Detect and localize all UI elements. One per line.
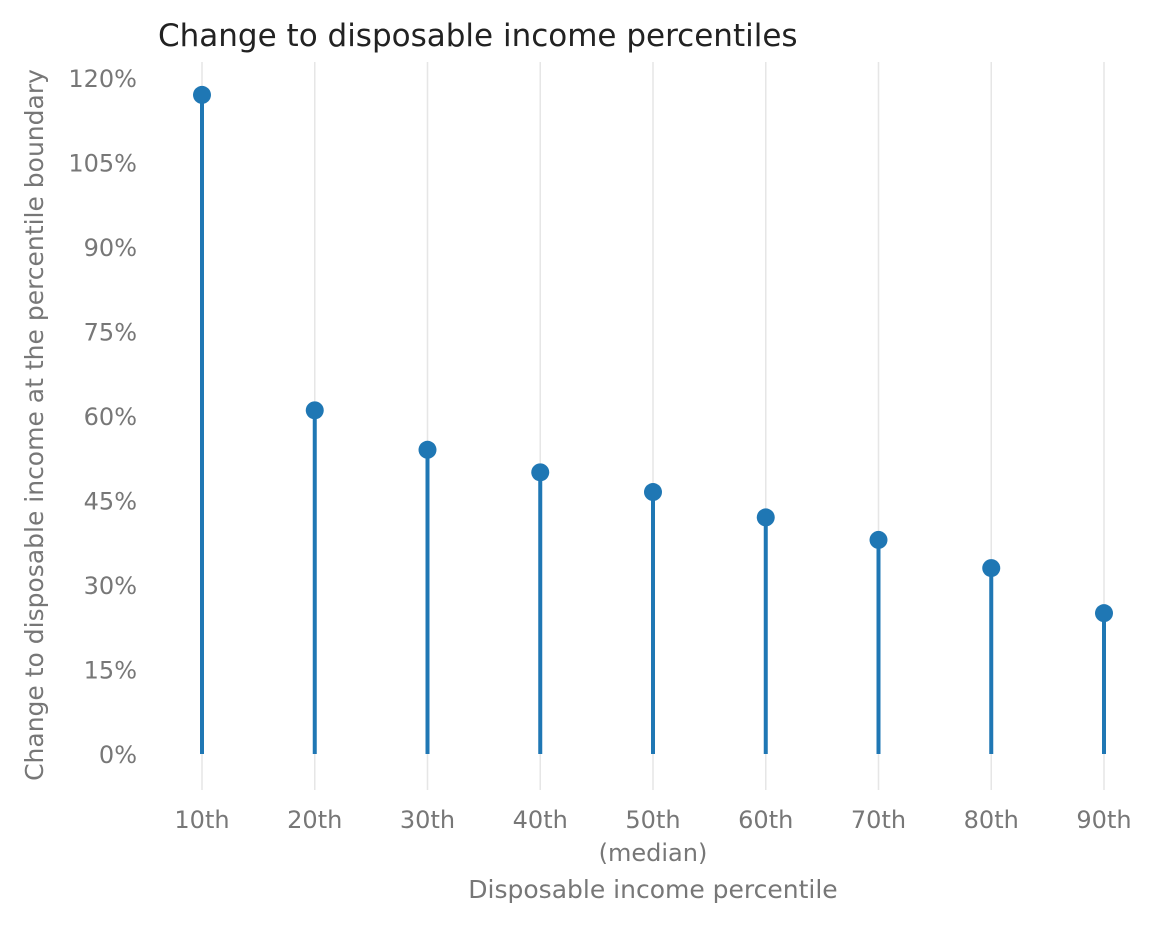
y-tick-label: 30% xyxy=(84,572,137,600)
x-tick-label: 30th xyxy=(400,806,455,834)
lollipop-point xyxy=(644,483,662,502)
lollipop-point xyxy=(1095,604,1113,623)
y-tick-label: 105% xyxy=(68,150,137,178)
y-tick-labels: 0% 15% 30% 45% 60% 75% 90% 105% 120% xyxy=(68,65,137,769)
lollipop-point xyxy=(756,508,775,527)
x-tick-label: 70th xyxy=(851,806,906,834)
lollipop-point xyxy=(305,401,324,420)
x-tick-label: 80th xyxy=(964,806,1019,834)
lollipop-point xyxy=(193,85,211,104)
lollipop-point xyxy=(982,559,1001,578)
point-group xyxy=(193,85,1113,623)
lollipop-point xyxy=(418,440,437,459)
x-tick-label: 40th xyxy=(513,806,568,834)
x-tick-label: 90th xyxy=(1076,806,1131,834)
y-axis-label: Change to disposable income at the perce… xyxy=(20,69,49,781)
lollipop-point xyxy=(531,463,550,482)
x-tick-sublabel: (median) xyxy=(599,839,708,867)
y-tick-label: 15% xyxy=(84,657,137,685)
x-tick-label: 20th xyxy=(287,806,342,834)
gridline-group xyxy=(201,62,1105,790)
stem-group xyxy=(200,94,1106,754)
chart-title: Change to disposable income percentiles xyxy=(158,18,798,54)
x-tick-label: 10th xyxy=(174,806,229,834)
x-tick-label: 50th xyxy=(625,806,680,834)
x-tick-labels: 10th 20th 30th 40th 50th (median) 60th 70th 80th… xyxy=(174,806,1131,867)
y-tick-label: 120% xyxy=(68,65,137,93)
x-axis-label: Disposable income percentile xyxy=(468,875,837,904)
y-tick-label: 75% xyxy=(84,319,137,347)
x-tick-label: 60th xyxy=(738,806,793,834)
y-tick-label: 60% xyxy=(84,403,137,431)
y-tick-label: 45% xyxy=(84,488,137,516)
y-tick-label: 90% xyxy=(84,234,137,262)
y-tick-label: 0% xyxy=(99,741,137,769)
lollipop-point xyxy=(869,530,888,549)
